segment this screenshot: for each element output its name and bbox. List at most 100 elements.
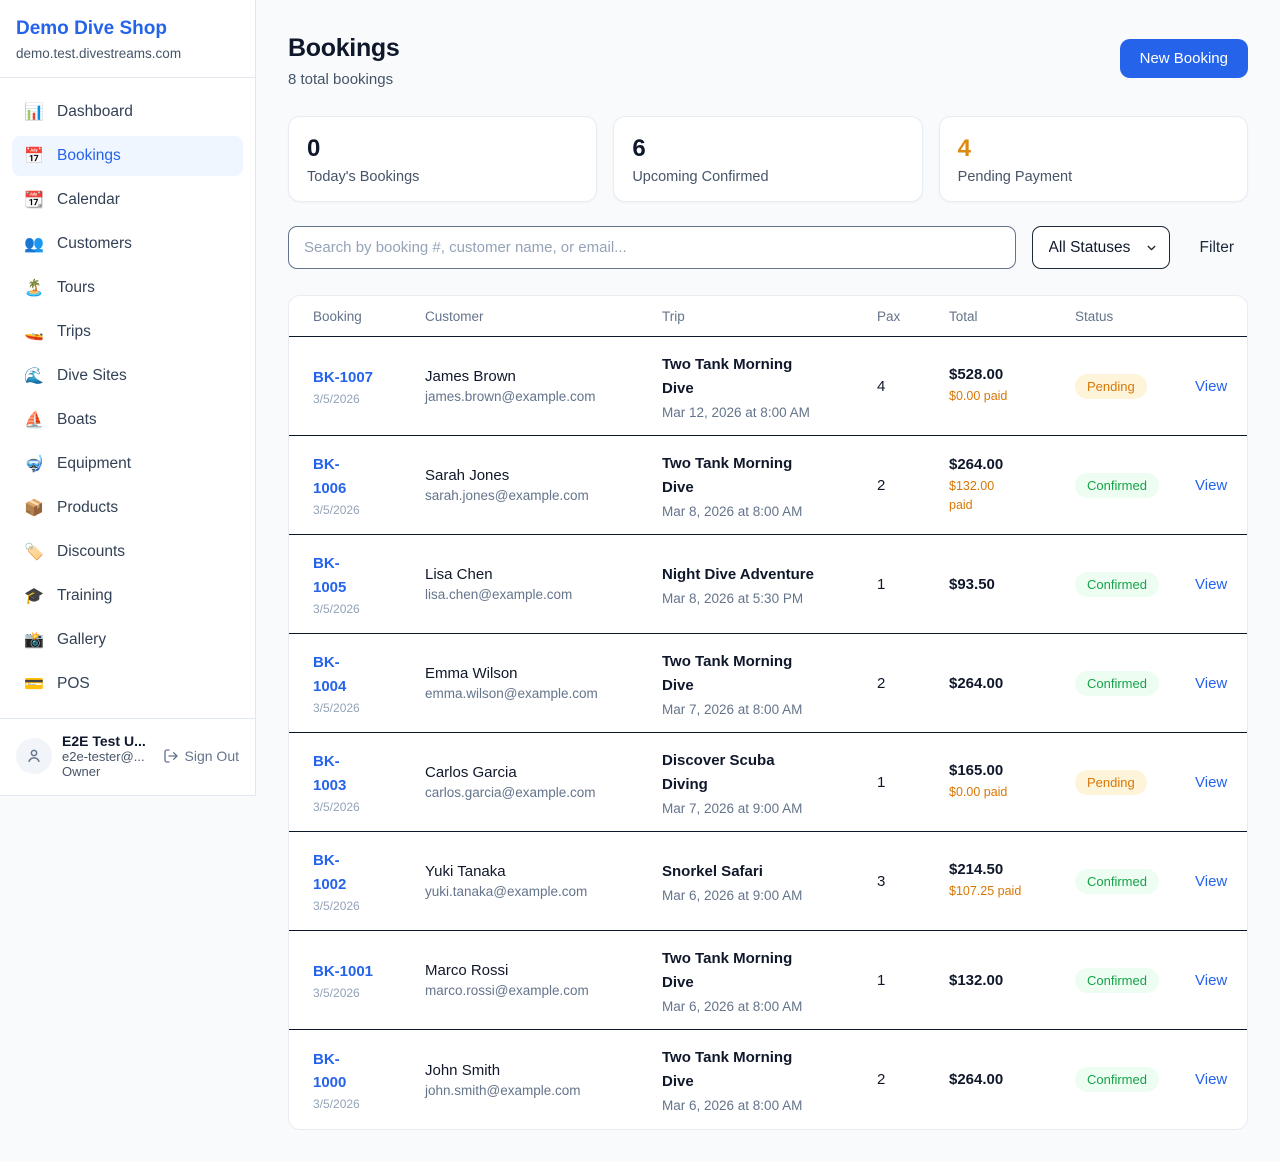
booking-date: 3/5/2026 (313, 986, 360, 1001)
status-cell: Pending (1075, 769, 1195, 795)
sidebar-item-pos[interactable]: 💳 POS (12, 664, 243, 704)
sidebar-item-bookings[interactable]: 📅 Bookings (12, 136, 243, 176)
trip-cell: Discover Scuba Diving Mar 7, 2026 at 9:0… (662, 749, 877, 816)
booking-number-link[interactable]: BK- 1004 (313, 654, 347, 695)
status-cell: Confirmed (1075, 472, 1195, 498)
page-subtitle: 8 total bookings (288, 71, 394, 88)
customer-name: Sarah Jones (425, 467, 510, 484)
total-amount: $214.50 (949, 861, 1004, 879)
booking-number-link[interactable]: BK-1001 (313, 962, 374, 980)
brand-link[interactable]: Demo Dive Shop demo.test.divestreams.com (0, 0, 255, 78)
brand-name: Demo Dive Shop (16, 18, 167, 39)
training-grad-cap-icon: 🎓 (24, 588, 44, 605)
col-header-customer: Customer (425, 308, 484, 324)
sidebar-item-calendar[interactable]: 📆 Calendar (12, 180, 243, 220)
trip-name: Discover Scuba Diving (662, 751, 775, 793)
trip-cell: Two Tank Morning Dive Mar 8, 2026 at 8:0… (662, 452, 877, 519)
sidebar-item-label: Discounts (57, 543, 126, 560)
sidebar-item-equipment[interactable]: 🤿 Equipment (12, 444, 243, 484)
sidebar-item-gallery[interactable]: 📸 Gallery (12, 620, 243, 660)
table-row: BK-1007 3/5/2026 James Brown james.brown… (289, 337, 1247, 436)
booking-number-link[interactable]: BK- 1006 (313, 456, 347, 497)
view-link[interactable]: View (1195, 674, 1228, 692)
table-header-row: Booking Customer Trip Pax Total Status (289, 296, 1247, 337)
brand-domain: demo.test.divestreams.com (16, 46, 182, 61)
status-filter-select[interactable]: All Statuses (1031, 226, 1170, 269)
stat-value: 0 (307, 135, 321, 162)
total-cell: $528.00 $0.00 paid (949, 366, 1075, 406)
customer-cell: James Brown james.brown@example.com (425, 368, 662, 404)
booking-date: 3/5/2026 (313, 799, 360, 814)
main-content: Bookings 8 total bookings New Booking 0 T… (257, 0, 1280, 1130)
filter-button[interactable]: Filter (1186, 239, 1248, 257)
search-input[interactable] (288, 226, 1016, 269)
booking-number-link[interactable]: BK- 1003 (313, 753, 347, 794)
dashboard-icon: 📊 (24, 104, 44, 121)
status-cell: Confirmed (1075, 1067, 1195, 1092)
sidebar-item-label: Tours (57, 279, 95, 296)
booking-date: 3/5/2026 (313, 898, 360, 913)
total-cell: $264.00 $132.00 paid (949, 456, 1075, 515)
tours-island-icon: 🏝️ (24, 280, 44, 297)
sidebar-item-training[interactable]: 🎓 Training (12, 576, 243, 616)
sidebar-item-customers[interactable]: 👥 Customers (12, 224, 243, 264)
pax-cell: 1 (877, 773, 886, 791)
pax-cell: 3 (877, 872, 886, 890)
booking-cell: BK- 1006 3/5/2026 (313, 453, 425, 517)
total-amount: $528.00 (949, 366, 1004, 384)
status-select-wrap: All Statuses (1031, 226, 1170, 269)
sidebar-item-discounts[interactable]: 🏷️ Discounts (12, 532, 243, 572)
booking-number-link[interactable]: BK- 1002 (313, 852, 347, 893)
sidebar-item-boats[interactable]: ⛵ Boats (12, 400, 243, 440)
sidebar-item-label: Equipment (57, 455, 132, 472)
booking-number-link[interactable]: BK-1007 (313, 368, 374, 386)
table-row: BK- 1002 3/5/2026 Yuki Tanaka yuki.tanak… (289, 832, 1247, 931)
status-badge: Confirmed (1075, 571, 1159, 597)
total-amount: $165.00 (949, 762, 1004, 780)
view-link[interactable]: View (1195, 377, 1228, 395)
sidebar-item-dive-sites[interactable]: 🌊 Dive Sites (12, 356, 243, 396)
view-link[interactable]: View (1195, 872, 1228, 890)
trip-cell: Two Tank Morning Dive Mar 6, 2026 at 8:0… (662, 947, 877, 1014)
total-cell: $93.50 (949, 576, 1075, 593)
view-link[interactable]: View (1195, 971, 1228, 989)
stat-value: 6 (632, 135, 646, 162)
customer-cell: John Smith john.smith@example.com (425, 1062, 662, 1098)
sidebar-item-label: Dive Sites (57, 367, 127, 384)
view-link[interactable]: View (1195, 476, 1228, 494)
trip-datetime: Mar 8, 2026 at 5:30 PM (662, 590, 804, 606)
view-link[interactable]: View (1195, 575, 1228, 593)
pax-cell: 2 (877, 476, 886, 494)
sidebar-item-trips[interactable]: 🚤 Trips (12, 312, 243, 352)
status-cell: Pending (1075, 373, 1195, 399)
paid-amount: $132.00 paid (949, 478, 995, 512)
status-badge: Pending (1075, 769, 1147, 795)
view-link[interactable]: View (1195, 773, 1228, 791)
total-amount: $93.50 (949, 575, 995, 593)
booking-number-link[interactable]: BK- 1005 (313, 555, 347, 596)
sidebar-item-products[interactable]: 📦 Products (12, 488, 243, 528)
table-row: BK- 1003 3/5/2026 Carlos Garcia carlos.g… (289, 733, 1247, 832)
paid-amount: $0.00 paid (949, 785, 1008, 800)
booking-number-link[interactable]: BK- 1000 (313, 1050, 347, 1091)
trip-datetime: Mar 6, 2026 at 9:00 AM (662, 887, 803, 903)
sign-out-button[interactable]: Sign Out (163, 748, 239, 764)
customer-name: Carlos Garcia (425, 764, 517, 781)
new-booking-button[interactable]: New Booking (1119, 39, 1248, 78)
trip-datetime: Mar 12, 2026 at 8:00 AM (662, 404, 810, 420)
customer-name: Emma Wilson (425, 665, 518, 682)
equipment-mask-icon: 🤿 (24, 456, 44, 473)
status-cell: Confirmed (1075, 571, 1195, 597)
stats-row: 0 Today's Bookings 6 Upcoming Confirmed 4 Pen… (288, 116, 1248, 202)
page-title-block: Bookings 8 total bookings (288, 34, 400, 88)
user-role: Owner (62, 764, 101, 779)
sidebar-item-dashboard[interactable]: 📊 Dashboard (12, 92, 243, 132)
paid-amount: $0.00 paid (949, 389, 1008, 404)
boats-sailboat-icon: ⛵ (24, 412, 44, 429)
status-cell: Confirmed (1075, 670, 1195, 696)
sidebar-item-tours[interactable]: 🏝️ Tours (12, 268, 243, 308)
table-row: BK- 1000 3/5/2026 John Smith john.smith@… (289, 1030, 1247, 1129)
customer-email: lisa.chen@example.com (425, 587, 573, 602)
status-cell: Confirmed (1075, 868, 1195, 894)
view-link[interactable]: View (1195, 1071, 1228, 1088)
